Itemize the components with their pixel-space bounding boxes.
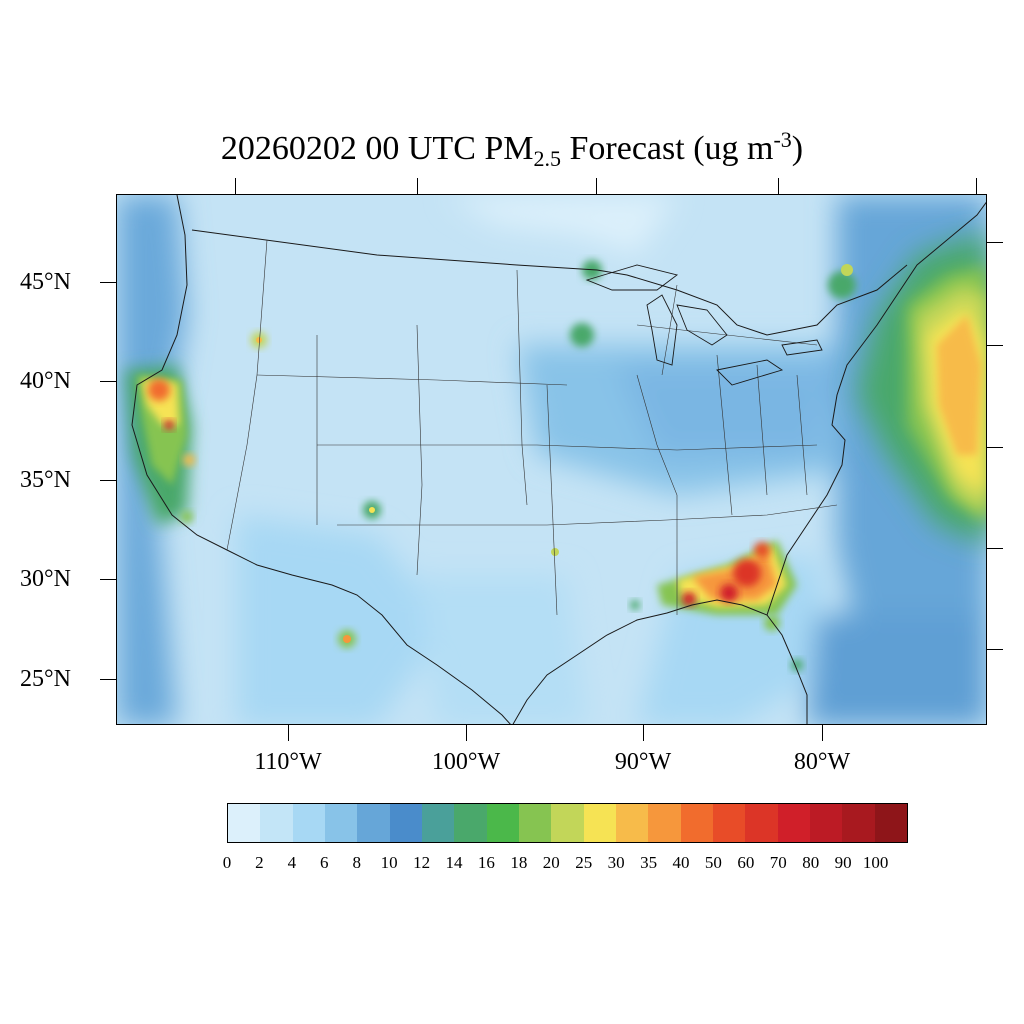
- colorbar-label: 50: [704, 853, 722, 872]
- colorbar-swatch: [583, 804, 616, 842]
- colorbar-label: 60: [737, 853, 755, 872]
- colorbar-label: 40: [672, 853, 690, 872]
- lat-label-25n: 25°N: [20, 666, 71, 692]
- top-tick: [235, 178, 236, 194]
- colorbar-label: 8: [352, 853, 361, 872]
- colorbar-swatch: [712, 804, 746, 842]
- top-tick: [778, 178, 779, 194]
- right-tick: [987, 345, 1003, 346]
- right-tick: [987, 649, 1003, 650]
- map-canvas: [117, 195, 986, 724]
- lon-label-90w: 90°W: [614, 749, 672, 775]
- colorbar-label: 35: [640, 853, 658, 872]
- california-hotspot: [125, 365, 195, 525]
- right-tick: [987, 242, 1003, 243]
- colorbar-swatch: [260, 804, 293, 842]
- colorbar-label: 30: [607, 853, 625, 872]
- colorbar-swatch: [551, 804, 584, 842]
- colorbar-label: 80: [802, 853, 820, 872]
- bottom-tick: [466, 725, 467, 741]
- colorbar-swatch: [389, 804, 422, 842]
- colorbar-label: 25: [575, 853, 593, 872]
- left-tick: [100, 480, 116, 481]
- southeast-hotspot: [657, 540, 797, 631]
- colorbar-label: 16: [477, 853, 495, 872]
- bottom-tick: [643, 725, 644, 741]
- colorbar-swatch: [228, 804, 261, 842]
- colorbar-swatch: [421, 804, 455, 842]
- colorbar-label: 14: [445, 853, 463, 872]
- colorbar-swatch: [357, 804, 390, 842]
- colorbar-label: 100: [862, 853, 889, 872]
- left-tick: [100, 282, 116, 283]
- left-tick: [100, 381, 116, 382]
- colorbar-swatch: [486, 804, 519, 842]
- colorbar-swatch: [745, 804, 778, 842]
- colorbar-swatch: [874, 804, 907, 842]
- colorbar-label: 2: [255, 853, 264, 872]
- lat-label-35n: 35°N: [20, 467, 71, 493]
- colorbar-label: 4: [287, 853, 297, 872]
- colorbar-swatch: [648, 804, 681, 842]
- top-tick: [596, 178, 597, 194]
- pm25-forecast-map[interactable]: [116, 194, 987, 725]
- colorbar-swatch: [777, 804, 810, 842]
- lon-label-80w: 80°W: [793, 749, 851, 775]
- top-tick: [976, 178, 977, 194]
- left-tick: [100, 679, 116, 680]
- great-lakes: [585, 264, 823, 386]
- colorbar-swatch: [292, 804, 325, 842]
- colorbar-label: 70: [769, 853, 787, 872]
- colorbar-swatch: [518, 804, 552, 842]
- map-title: 20260202 00 UTC PM2.5 Forecast (ug m-3): [220, 127, 804, 171]
- colorbar-swatch: [842, 804, 875, 842]
- state-borders: [226, 239, 838, 616]
- pm25-colorbar: [227, 803, 908, 843]
- atlantic-plume: [857, 235, 986, 545]
- lat-label-45n: 45°N: [20, 269, 71, 295]
- lat-label-40n: 40°N: [20, 368, 71, 394]
- colorbar-label: 0: [222, 853, 232, 872]
- colorbar-swatch: [454, 804, 487, 842]
- colorbar-label: 12: [413, 853, 431, 872]
- right-tick: [987, 447, 1003, 448]
- colorbar-label: 90: [834, 853, 852, 872]
- top-tick: [417, 178, 418, 194]
- colorbar-swatch: [680, 804, 713, 842]
- colorbar-label: 18: [510, 853, 528, 872]
- colorbar-label: 10: [380, 853, 398, 872]
- colorbar-swatch: [324, 804, 358, 842]
- right-tick: [987, 548, 1003, 549]
- colorbar-label: 20: [542, 853, 560, 872]
- colorbar-swatch: [809, 804, 843, 842]
- bottom-tick: [822, 725, 823, 741]
- colorbar-swatch: [615, 804, 649, 842]
- colorbar-label: 6: [320, 853, 329, 872]
- bottom-tick: [288, 725, 289, 741]
- lon-label-100w: 100°W: [431, 749, 501, 775]
- left-tick: [100, 579, 116, 580]
- lat-label-30n: 30°N: [20, 566, 71, 592]
- lon-label-110w: 110°W: [254, 749, 322, 775]
